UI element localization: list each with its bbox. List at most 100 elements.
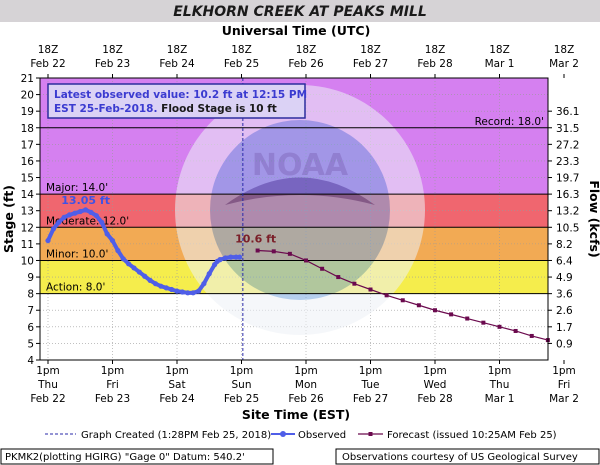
latest-observed-box-bg xyxy=(47,83,306,119)
observed-point xyxy=(99,219,105,225)
forecast-point xyxy=(481,320,486,325)
forecast-point xyxy=(320,266,325,271)
utc-tick-hour: 18Z xyxy=(102,44,123,56)
observed-point xyxy=(88,209,94,215)
utc-tick-date: Feb 24 xyxy=(159,58,195,70)
forecast-point xyxy=(255,248,260,253)
local-tick-date: Feb 27 xyxy=(353,393,388,405)
utc-tick-date: Feb 25 xyxy=(224,58,259,70)
utc-tick-hour: 18Z xyxy=(38,44,59,56)
local-tick-date: Feb 23 xyxy=(95,393,130,405)
local-tick-day: Sun xyxy=(232,379,252,391)
local-tick-date: Mar 2 xyxy=(549,393,579,405)
observed-point xyxy=(163,285,169,291)
stage-tick-label: 17 xyxy=(21,139,34,151)
forecast-point xyxy=(433,308,437,313)
local-tick-hour: 1pm xyxy=(552,365,576,377)
stage-tick-label: 21 xyxy=(21,73,34,85)
stage-tick-label: 16 xyxy=(21,156,35,168)
footer-right-box xyxy=(335,448,600,465)
noaa-watermark-bird xyxy=(225,177,375,205)
local-tick-day: Fri xyxy=(106,379,119,391)
forecast-point xyxy=(529,333,534,338)
stage-tick-label: 12 xyxy=(21,222,34,234)
legend-forecast-marker xyxy=(368,432,373,436)
flow-tick-label: 4.9 xyxy=(556,272,573,284)
flow-tick-label: 16.3 xyxy=(556,189,579,201)
observed-point xyxy=(174,288,180,294)
legend-observed-marker xyxy=(280,431,286,437)
local-tick-hour: 1pm xyxy=(165,365,189,377)
flow-tick-label: 31.5 xyxy=(556,123,579,135)
utc-tick-date: Feb 22 xyxy=(30,58,65,70)
local-tick-day: Fri xyxy=(558,379,571,391)
top-axis-ticks: 18Z Feb 22 18Z Feb 23 18Z Feb 24 18Z Feb 25 18Z F… xyxy=(30,44,579,78)
stage-tick-label: 5 xyxy=(27,338,34,350)
forecast-point xyxy=(352,281,357,286)
observed-point xyxy=(147,277,153,283)
forecast-point xyxy=(497,324,502,329)
utc-tick-hour: 18Z xyxy=(360,44,381,56)
stage-tick-label: 18 xyxy=(21,123,34,135)
local-tick-day: Thu xyxy=(489,379,510,391)
threshold-label-record: Record: 18.0' xyxy=(475,116,544,128)
footer: PKMK2(plotting HGIRG) "Gage 0" Datum: 54… xyxy=(0,448,600,465)
plot-frame xyxy=(39,77,549,361)
forecast-point xyxy=(513,328,518,333)
local-tick-day: Thu xyxy=(37,379,58,391)
latest-observed-line1: Latest observed value: 10.2 ft at 12:15 … xyxy=(54,89,307,101)
flow-tick-label: 1.7 xyxy=(556,322,573,334)
flow-tick-label: 6.4 xyxy=(556,255,573,267)
stage-tick-label: 15 xyxy=(21,173,34,185)
flow-tick-label: 3.6 xyxy=(556,289,573,301)
observed-point xyxy=(126,261,132,267)
observed-point xyxy=(61,214,67,220)
observed-point xyxy=(195,288,202,294)
threshold-label-action: Action: 8.0' xyxy=(46,282,105,294)
observed-point xyxy=(120,256,126,262)
observed-point xyxy=(131,265,137,271)
observed-point xyxy=(201,281,207,287)
flow-tick-label: 36.1 xyxy=(556,106,579,118)
threshold-label-minor: Minor: 10.0' xyxy=(46,248,108,260)
observed-point xyxy=(56,219,62,225)
utc-tick-date: Feb 26 xyxy=(288,58,324,70)
local-tick-hour: 1pm xyxy=(423,365,447,377)
noaa-watermark-inner xyxy=(210,120,390,300)
observed-peak-label: 13.05 ft xyxy=(61,194,110,207)
stage-tick-label: 4 xyxy=(27,355,34,367)
forecast-point xyxy=(336,275,341,280)
local-tick-hour: 1pm xyxy=(359,365,383,377)
observed-point xyxy=(217,257,223,263)
left-axis-title: Stage (ft) xyxy=(1,185,16,253)
utc-tick-hour: 18Z xyxy=(554,44,575,56)
local-tick-day: Tue xyxy=(361,379,380,391)
stage-tick-label: 8 xyxy=(27,289,34,301)
local-tick-day: Wed xyxy=(424,379,447,391)
observed-point xyxy=(66,212,73,218)
observed-point xyxy=(104,231,110,237)
local-tick-hour: 1pm xyxy=(101,365,125,377)
local-tick-date: Feb 26 xyxy=(288,393,324,405)
stage-tick-label: 13 xyxy=(21,206,34,218)
utc-tick-date: Mar 1 xyxy=(485,58,515,70)
flood-stage-note: Flood Stage is 10 ft xyxy=(157,103,276,115)
flow-tick-label: 8.2 xyxy=(556,239,573,251)
local-tick-hour: 1pm xyxy=(36,365,60,377)
legend-graph-created-label: Graph Created (1:28PM Feb 25, 2018) xyxy=(81,430,271,441)
observed-point xyxy=(115,247,121,254)
noaa-watermark-letters: NOAA xyxy=(252,148,349,183)
latest-observed-box: Latest observed value: 10.2 ft at 12:15 … xyxy=(47,83,307,119)
local-tick-date: Feb 22 xyxy=(30,393,65,405)
stage-tick-label: 20 xyxy=(21,90,34,102)
legend: Graph Created (1:28PM Feb 25, 2018) Obse… xyxy=(45,430,557,441)
forecast-peak-label: 10.6 ft xyxy=(235,233,276,246)
flow-tick-label: 2.6 xyxy=(556,305,573,317)
forecast-point xyxy=(416,303,421,308)
flow-tick-label: 23.3 xyxy=(556,156,579,168)
noaa-watermark: NOAA xyxy=(175,85,425,335)
observed-point xyxy=(77,208,83,215)
observed-point xyxy=(152,281,159,287)
utc-tick-hour: 18Z xyxy=(425,44,446,56)
